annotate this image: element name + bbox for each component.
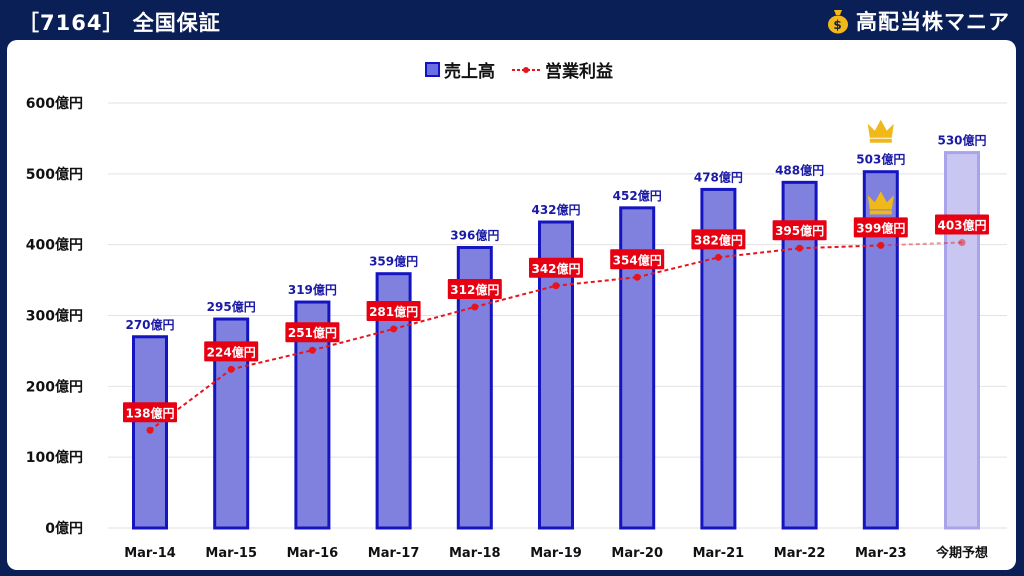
y-tick-label: 300億円 — [26, 308, 83, 325]
bar-value-label: 359億円 — [369, 254, 418, 269]
profit-value-box — [935, 214, 989, 235]
page-title: ［7164］ 全国保証 — [18, 11, 221, 35]
crown-icon — [867, 119, 894, 143]
profit-value-box — [610, 249, 665, 270]
y-tick-label: 500億円 — [26, 166, 83, 183]
bar-value-label: 452億円 — [613, 188, 662, 203]
x-tick-label: Mar-17 — [368, 546, 420, 561]
profit-value-box — [691, 229, 746, 250]
profit-point — [552, 282, 560, 290]
bar-value-label: 319億円 — [288, 282, 337, 297]
legend-label-profit: 営業利益 — [545, 62, 613, 82]
x-tick-label: Mar-18 — [449, 546, 501, 561]
profit-point — [308, 346, 316, 354]
profit-point — [958, 239, 966, 247]
bar-value-label: 295億円 — [207, 299, 256, 314]
profit-value-label: 312億円 — [450, 282, 499, 297]
profit-value-label: 281億円 — [369, 304, 418, 319]
profit-value-box — [853, 217, 908, 238]
header-bar: ［7164］ 全国保証 $ 高配当株マニア — [0, 0, 1024, 40]
bar-value-label: 396億円 — [450, 228, 499, 243]
profit-value-box — [772, 220, 827, 241]
x-tick-label: Mar-20 — [611, 546, 663, 561]
x-tick-label: Mar-15 — [205, 546, 257, 561]
legend-item-sales: 売上高 — [425, 57, 495, 82]
x-tick-label: Mar-23 — [855, 546, 907, 561]
chart-panel: 売上高 営業利益 0億円 100億円 200億円 300億円 400億円 500億円 600… — [7, 40, 1016, 570]
legend-bar-swatch — [425, 62, 440, 77]
profit-value-label: 342億円 — [531, 261, 580, 276]
profit-value-box — [447, 279, 502, 299]
chart-plot: 0億円 100億円 200億円 300億円 400億円 500億円 600億円 270億円 Ma… — [26, 95, 1007, 561]
chart-legend: 売上高 営業利益 — [425, 57, 629, 82]
y-tick-label: 100億円 — [26, 449, 83, 466]
profit-point — [877, 241, 885, 249]
profit-point — [390, 325, 398, 333]
bar-value-label: 478億円 — [694, 169, 743, 184]
profit-value-box — [285, 322, 340, 343]
profit-value-label: 354億円 — [613, 252, 662, 267]
profit-value-label: 251億円 — [288, 325, 337, 340]
profit-value-box — [529, 257, 583, 278]
y-tick-label: 200億円 — [26, 378, 83, 395]
y-tick-label: 600億円 — [26, 95, 83, 112]
profit-point — [146, 426, 154, 434]
profit-point — [227, 365, 235, 373]
profit-value-label: 395億円 — [775, 223, 824, 238]
svg-text:$: $ — [833, 18, 842, 32]
x-tick-label: Mar-14 — [124, 546, 176, 561]
profit-point — [633, 273, 641, 281]
y-tick-label: 0億円 — [45, 520, 83, 537]
x-tick-label: Mar-21 — [693, 546, 745, 561]
brand: $ 高配当株マニア — [826, 6, 1010, 36]
profit-line-segment — [393, 306, 476, 330]
x-tick-label: Mar-16 — [287, 546, 339, 561]
bar-value-label: 503億円 — [856, 152, 905, 167]
profit-value-box — [366, 300, 421, 321]
x-tick-label: 今期予想 — [935, 545, 988, 561]
bar-value-label: 488億円 — [775, 162, 824, 177]
y-tick-label: 400億円 — [26, 237, 83, 254]
bar-value-label: 432億円 — [531, 202, 580, 217]
legend-item-profit: 営業利益 — [511, 57, 613, 82]
legend-line-swatch — [512, 66, 540, 73]
bar-value-label: 530億円 — [937, 133, 986, 148]
profit-value-label: 403億円 — [937, 218, 986, 233]
x-tick-label: Mar-19 — [530, 546, 582, 561]
profit-value-box — [204, 341, 259, 362]
bar — [944, 151, 980, 530]
profit-point — [796, 244, 804, 252]
bar-value-label: 270億円 — [125, 317, 174, 332]
brand-name: 高配当株マニア — [856, 10, 1010, 34]
money-bag-icon: $ — [828, 10, 848, 34]
profit-point — [714, 253, 722, 261]
profit-value-box — [123, 402, 177, 423]
profit-value-label: 138億円 — [125, 405, 174, 420]
profit-value-label: 399億円 — [856, 220, 905, 235]
crown-icon — [867, 191, 894, 215]
legend-label-sales: 売上高 — [444, 62, 495, 82]
profit-point — [471, 303, 479, 311]
profit-value-label: 382億円 — [694, 232, 743, 247]
profit-value-label: 224億円 — [207, 344, 256, 359]
x-tick-label: Mar-22 — [774, 546, 826, 561]
